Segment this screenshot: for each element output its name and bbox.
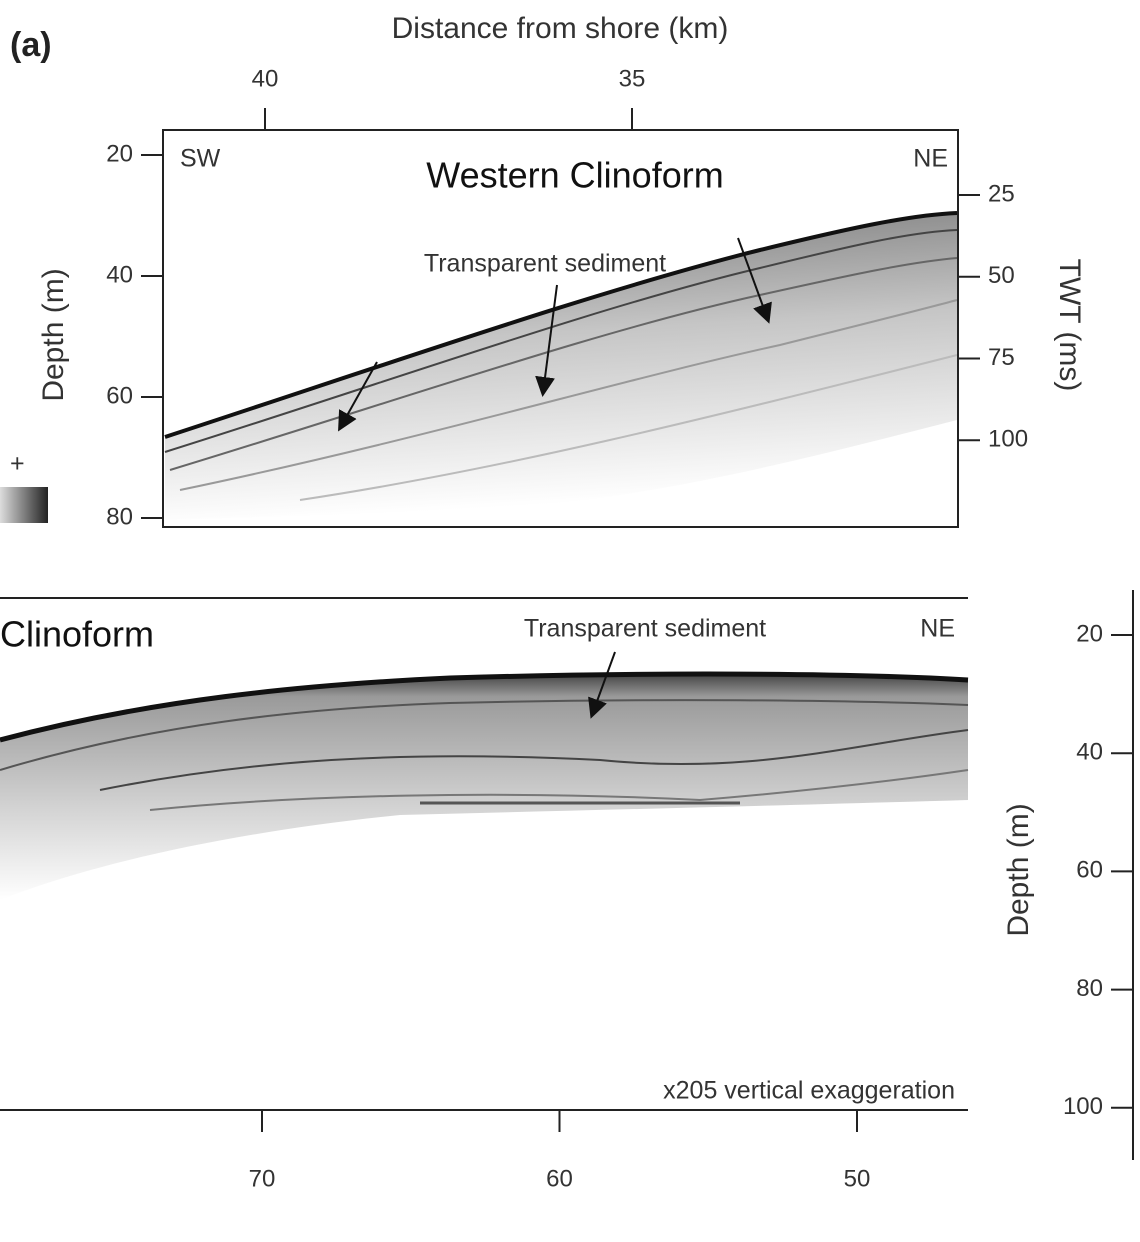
annotation: Transparent sediment — [524, 615, 766, 643]
left-label: SW — [180, 145, 221, 173]
right-label: NE — [913, 145, 948, 173]
tick-label: 40 — [252, 65, 279, 92]
tick-label: 20 — [106, 140, 133, 167]
right-label: NE — [920, 615, 955, 643]
y2-axis-title: TWT (ms) — [1053, 259, 1086, 392]
tick-label: 100 — [1063, 1093, 1103, 1120]
panel-a-frame — [162, 129, 959, 528]
tick-label: 50 — [844, 1165, 871, 1192]
tick-label: 75 — [988, 344, 1015, 371]
tick-label: 35 — [619, 65, 646, 92]
y-axis-title: Depth (m) — [1002, 803, 1035, 936]
tick-label: 60 — [1076, 857, 1103, 884]
y-axis-title: Depth (m) — [37, 268, 70, 401]
tick-label: 80 — [1076, 975, 1103, 1002]
tick-label: 20 — [1076, 620, 1103, 647]
panel-title: Western Clinoform — [426, 155, 723, 196]
tick-label: 40 — [1076, 739, 1103, 766]
annotation: Transparent sediment — [424, 250, 666, 278]
panel-title: Clinoform — [0, 614, 154, 655]
tick-label: 70 — [249, 1165, 276, 1192]
arrow-b — [588, 651, 616, 719]
arrows-a — [338, 237, 772, 432]
seismic-image-a — [164, 211, 958, 520]
seismic-image-b — [0, 671, 969, 900]
note: x205 vertical exaggeration — [663, 1077, 955, 1105]
tick-label: 100 — [988, 426, 1028, 453]
x-axis-title: Distance from shore (km) — [392, 12, 729, 45]
tick-label: 40 — [106, 261, 133, 288]
colorbar-label: + — [10, 450, 25, 478]
tick-label: 80 — [106, 503, 133, 530]
tick-label: 60 — [546, 1165, 573, 1192]
colorbar — [0, 487, 48, 523]
tick-label: 25 — [988, 180, 1015, 207]
tick-label: 50 — [988, 262, 1015, 289]
tick-label: 60 — [106, 382, 133, 409]
panel-label: (a) — [10, 26, 52, 64]
